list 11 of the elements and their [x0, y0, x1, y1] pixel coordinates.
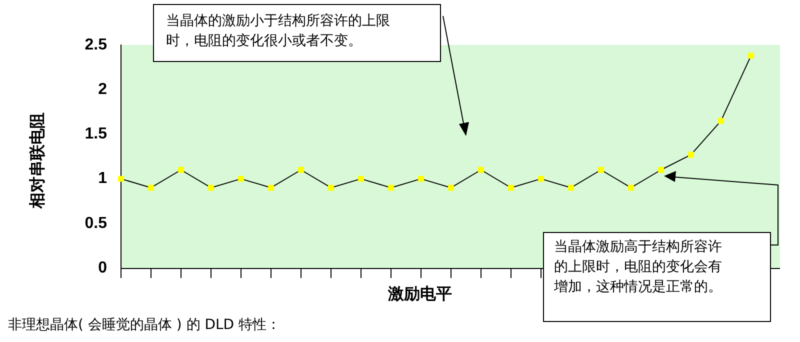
y-tick-label: 1 [98, 170, 108, 188]
y-tick-label: 2 [98, 81, 108, 98]
x-axis-title: 激励电平 [388, 284, 452, 305]
y-axis-title: 相对串联电阻 [28, 112, 48, 208]
y-tick-label: 1.5 [84, 126, 108, 143]
callout-box: 当晶体的激励小于结构所容许的上限时，电阻的变化很小或者不变。 [153, 4, 441, 62]
y-tick-label: 2.5 [84, 36, 108, 54]
text: 非理想晶体( 会睡觉的晶体 ) 的 DLD 特性： [8, 316, 281, 334]
callout-box: 当晶体激励高于结构所容许的上限时，电阻的变化会有增加，这种情况是正常的。 [543, 232, 771, 322]
y-tick-label: 0.5 [84, 214, 108, 232]
y-tick-label: 0 [98, 259, 108, 276]
